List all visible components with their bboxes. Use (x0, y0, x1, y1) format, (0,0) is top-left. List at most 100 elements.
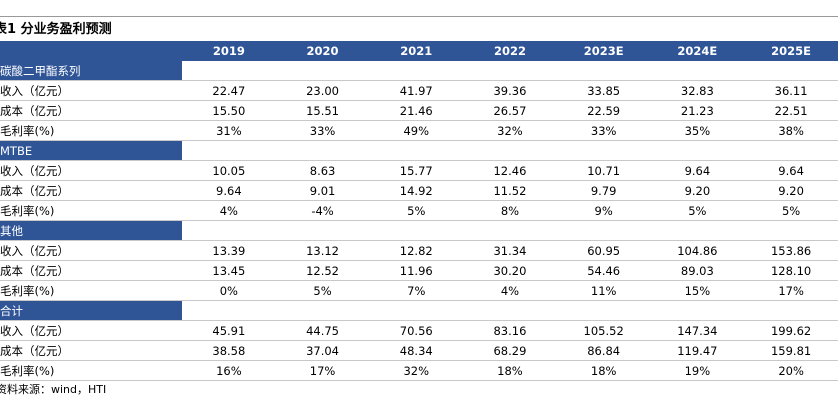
row-label: 成本（亿元） (0, 180, 182, 201)
cell: 11.96 (369, 260, 464, 281)
data-row: 收入（亿元） 45.91 44.75 70.56 83.16 105.52 147.34 19… (0, 320, 838, 341)
row-label: 收入（亿元） (0, 160, 182, 181)
row-label: 毛利率(%) (0, 200, 182, 221)
rule (0, 16, 838, 17)
data-row: 成本（亿元） 38.58 37.04 48.34 68.29 86.84 119.47 159… (0, 340, 838, 361)
empty-cell (556, 220, 651, 241)
data-row: 收入（亿元） 10.05 8.63 15.77 12.46 10.71 9.64 9.64 (0, 160, 838, 181)
empty-cell (744, 300, 838, 321)
cell: 8.63 (275, 160, 370, 181)
cell: 10.71 (556, 160, 651, 181)
row-label: 毛利率(%) (0, 360, 182, 381)
cell: 9.20 (650, 180, 745, 201)
column-header: 2023E (556, 41, 651, 61)
data-row: 收入（亿元） 13.39 13.12 12.82 31.34 60.95 104.86 153… (0, 240, 838, 261)
empty-cell (744, 140, 838, 161)
cell: 10.05 (182, 160, 276, 181)
empty-cell (369, 220, 464, 241)
cell: 41.97 (369, 80, 464, 101)
cell: 0% (182, 280, 276, 301)
empty-cell (556, 300, 651, 321)
cell: 16% (182, 360, 276, 381)
cell: 23.00 (275, 80, 370, 101)
cell: 12.46 (463, 160, 557, 181)
table-title: 表1 分业务盈利预测 (0, 22, 112, 37)
cell: 13.45 (182, 260, 276, 281)
cell: -4% (275, 200, 370, 221)
cell: 15% (650, 280, 745, 301)
data-row: 成本（亿元） 9.64 9.01 14.92 11.52 9.79 9.20 9.20 (0, 180, 838, 201)
data-row: 毛利率(%) 16% 17% 32% 18% 18% 19% 20% (0, 360, 838, 381)
cell: 9.01 (275, 180, 370, 201)
empty-cell (744, 220, 838, 241)
empty-cell (556, 60, 651, 81)
cell: 39.36 (463, 80, 557, 101)
row-label: 收入（亿元） (0, 240, 182, 261)
cell: 14.92 (369, 180, 464, 201)
row-label: 收入（亿元） (0, 80, 182, 101)
empty-cell (369, 140, 464, 161)
column-header: 2022 (463, 41, 557, 61)
cell: 9.64 (650, 160, 745, 181)
section-name: 碳酸二甲酯系列 (0, 60, 182, 81)
cell: 4% (182, 200, 276, 221)
cell: 9.64 (182, 180, 276, 201)
empty-cell (650, 220, 745, 241)
cell: 36.11 (744, 80, 838, 101)
cell: 21.23 (650, 100, 745, 121)
empty-cell (275, 140, 370, 161)
empty-cell (182, 300, 276, 321)
cell: 22.59 (556, 100, 651, 121)
empty-cell (463, 300, 557, 321)
cell: 32% (463, 120, 557, 141)
cell: 33.85 (556, 80, 651, 101)
cell: 159.81 (744, 340, 838, 361)
empty-cell (650, 300, 745, 321)
column-header: 2024E (650, 41, 745, 61)
section-row: 其他 (0, 220, 838, 241)
cell: 31% (182, 120, 276, 141)
cell: 32% (369, 360, 464, 381)
empty-cell (369, 300, 464, 321)
cell: 45.91 (182, 320, 276, 341)
column-header: 2025E (744, 41, 838, 61)
empty-cell (369, 60, 464, 81)
cell: 60.95 (556, 240, 651, 261)
empty-cell (650, 60, 745, 81)
cell: 37.04 (275, 340, 370, 361)
cell: 4% (463, 280, 557, 301)
cell: 153.86 (744, 240, 838, 261)
cell: 15.51 (275, 100, 370, 121)
empty-cell (556, 140, 651, 161)
empty-cell (463, 140, 557, 161)
data-row: 成本（亿元） 13.45 12.52 11.96 30.20 54.46 89.03 128.… (0, 260, 838, 281)
empty-cell (182, 60, 276, 81)
row-label: 收入（亿元） (0, 320, 182, 341)
cell: 13.12 (275, 240, 370, 261)
cell: 18% (556, 360, 651, 381)
section-row: 合计 (0, 300, 838, 321)
section-row: MTBE (0, 140, 838, 161)
cell: 89.03 (650, 260, 745, 281)
empty-cell (275, 220, 370, 241)
cell: 19% (650, 360, 745, 381)
cell: 32.83 (650, 80, 745, 101)
cell: 8% (463, 200, 557, 221)
cell: 105.52 (556, 320, 651, 341)
cell: 5% (744, 200, 838, 221)
cell: 18% (463, 360, 557, 381)
cell: 22.51 (744, 100, 838, 121)
data-row: 成本（亿元） 15.50 15.51 21.46 26.57 22.59 21.23 22.5… (0, 100, 838, 121)
cell: 21.46 (369, 100, 464, 121)
column-header: 2020 (275, 41, 370, 61)
cell: 26.57 (463, 100, 557, 121)
cell: 12.52 (275, 260, 370, 281)
row-label: 毛利率(%) (0, 280, 182, 301)
section-name: MTBE (0, 140, 182, 161)
cell: 9.20 (744, 180, 838, 201)
empty-cell (650, 140, 745, 161)
column-header: 2021 (369, 41, 464, 61)
cell: 5% (275, 280, 370, 301)
row-label: 成本（亿元） (0, 100, 182, 121)
table: 2019 2020 2021 2022 2023E 2024E 2025E 碳酸二甲酯系列 收入… (0, 41, 838, 381)
